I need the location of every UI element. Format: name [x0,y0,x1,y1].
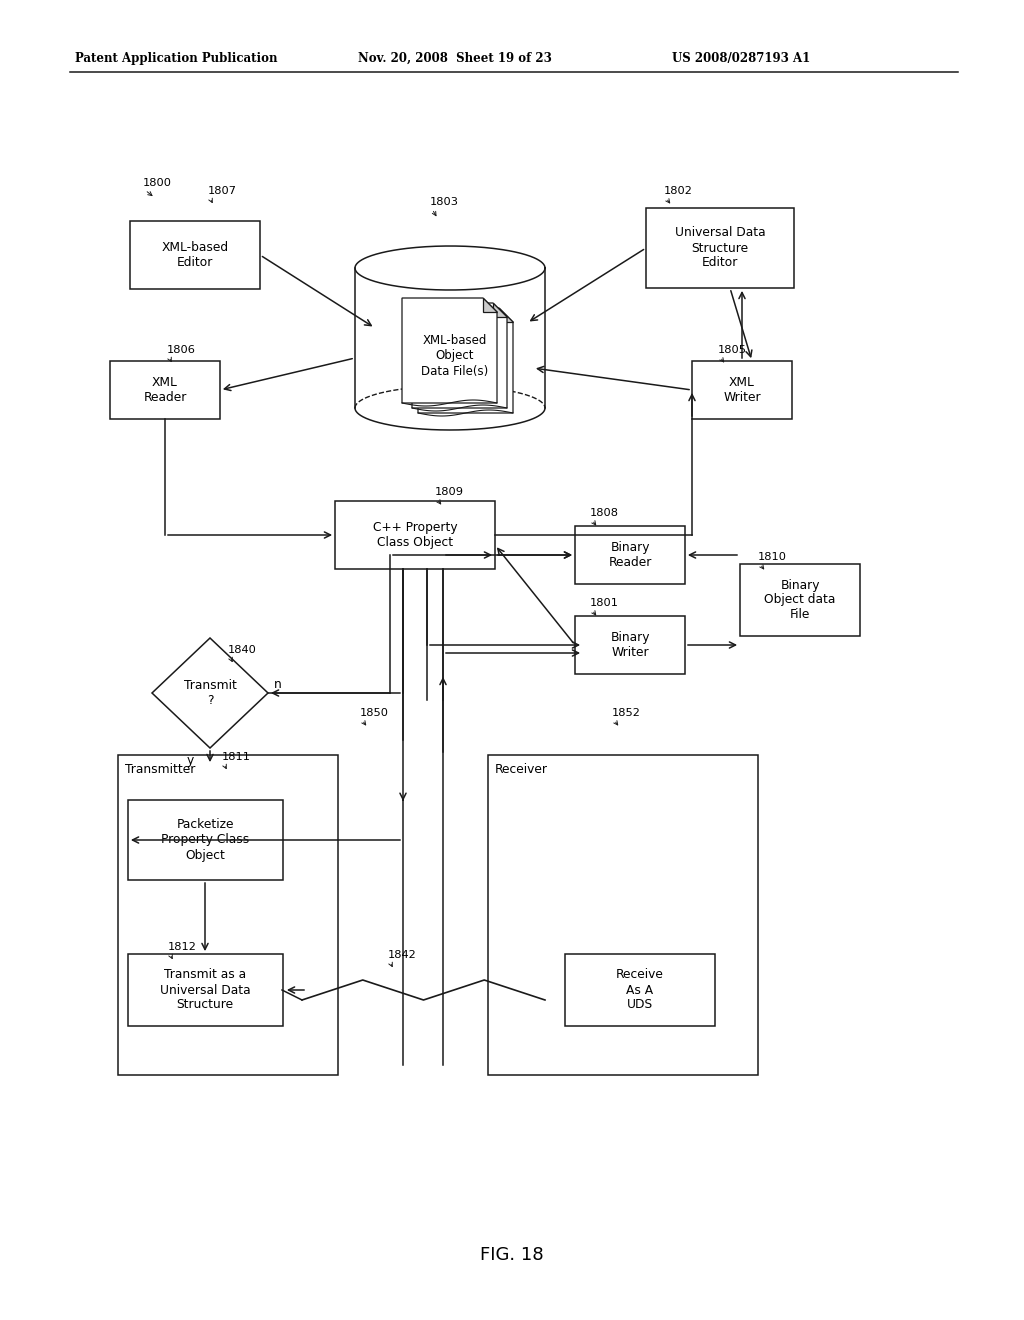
Text: 1801: 1801 [590,598,618,609]
Polygon shape [499,308,513,322]
Text: XML
Reader: XML Reader [143,376,186,404]
Bar [575,525,685,583]
Ellipse shape [355,246,545,290]
Bar [128,954,283,1026]
Text: Binary
Object data
File: Binary Object data File [764,578,836,622]
Text: Patent Application Publication: Patent Application Publication [75,51,278,65]
Text: n: n [274,678,282,692]
Text: 1800: 1800 [143,178,172,187]
Text: Nov. 20, 2008  Sheet 19 of 23: Nov. 20, 2008 Sheet 19 of 23 [358,51,552,65]
Text: 1802: 1802 [664,186,693,195]
Bar [692,360,792,418]
Text: Binary
Reader: Binary Reader [608,541,651,569]
Bar [575,616,685,675]
Text: Universal Data
Structure
Editor: Universal Data Structure Editor [675,227,765,269]
Polygon shape [402,298,497,403]
Text: 1805: 1805 [718,345,746,355]
Bar [130,220,260,289]
Bar [565,954,715,1026]
Text: 1842: 1842 [388,950,417,960]
Text: FIG. 18: FIG. 18 [480,1246,544,1265]
Text: XML-based
Object
Data File(s): XML-based Object Data File(s) [421,334,488,378]
Bar [355,268,545,408]
Text: XML
Writer: XML Writer [723,376,761,404]
Bar [488,755,758,1074]
Text: 1840: 1840 [228,645,257,655]
Text: 1808: 1808 [590,508,618,517]
Bar [740,564,860,636]
Text: XML-based
Editor: XML-based Editor [162,242,228,269]
Text: 1809: 1809 [435,487,464,498]
Text: 1806: 1806 [167,345,196,355]
Text: 1812: 1812 [168,942,197,952]
Text: Packetize
Property Class
Object: Packetize Property Class Object [161,818,249,862]
Text: 1850: 1850 [360,708,389,718]
Text: 1811: 1811 [222,752,251,762]
Text: 1803: 1803 [430,197,459,207]
Polygon shape [418,308,513,413]
Text: Receive
As A
UDS: Receive As A UDS [616,969,664,1011]
Polygon shape [152,638,268,748]
Bar [110,360,220,418]
Polygon shape [493,304,507,317]
Bar [118,755,338,1074]
Text: 1852: 1852 [612,708,641,718]
Text: Transmit
?: Transmit ? [183,678,237,708]
Bar [335,502,495,569]
Text: US 2008/0287193 A1: US 2008/0287193 A1 [672,51,810,65]
Text: 1810: 1810 [758,552,787,562]
Bar [646,209,794,288]
Text: Transmitter: Transmitter [125,763,196,776]
Text: 1807: 1807 [208,186,237,195]
Polygon shape [483,298,497,312]
Text: Receiver: Receiver [495,763,548,776]
Text: y: y [186,754,194,767]
Text: Transmit as a
Universal Data
Structure: Transmit as a Universal Data Structure [160,969,250,1011]
Text: C++ Property
Class Object: C++ Property Class Object [373,521,458,549]
Bar [128,800,283,880]
Text: Binary
Writer: Binary Writer [610,631,650,659]
Polygon shape [412,304,507,408]
